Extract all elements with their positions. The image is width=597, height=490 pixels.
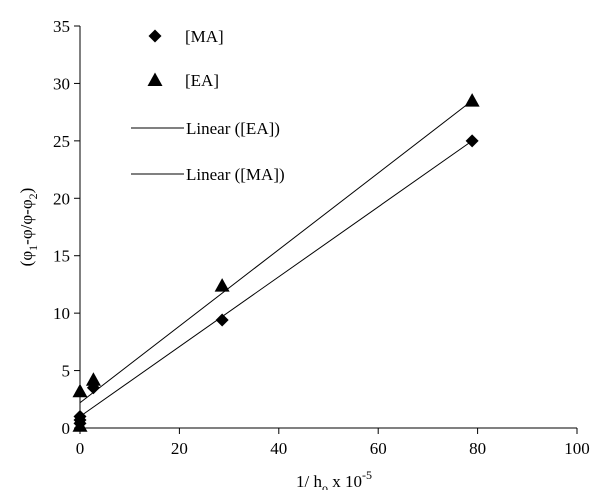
ea-point	[72, 383, 88, 398]
y-tick-label: 5	[62, 362, 71, 381]
ea-point	[214, 278, 230, 292]
legend-diamond-icon	[148, 29, 162, 43]
ma-point	[465, 134, 479, 148]
trendline-0	[79, 100, 473, 404]
legend-item-ea: [EA]	[147, 71, 219, 90]
y-tick-label: 15	[53, 247, 70, 266]
y-axis-label: (φ1-φ/φ-φ2)	[17, 188, 40, 267]
y-axis-label-p2: -φ/φ-φ	[17, 199, 36, 245]
legend-label: [MA]	[185, 27, 224, 46]
x-tick-label: 60	[370, 439, 387, 458]
x-tick-label: 40	[270, 439, 287, 458]
y-axis-label-s2: 2	[26, 193, 40, 199]
x-axis-label-sub: o	[322, 481, 328, 490]
y-axis-label-s1: 1	[26, 245, 40, 251]
trendline-1	[79, 140, 473, 417]
x-axis-label-prefix: 1/ h	[296, 472, 322, 490]
x-tick-label: 20	[171, 439, 188, 458]
y-tick-label: 0	[62, 419, 71, 438]
legend: [MA] [EA] Linear ([EA]) Linear ([MA])	[131, 27, 285, 184]
y-tick-label: 25	[53, 132, 70, 151]
x-tick-label: 100	[564, 439, 590, 458]
y-tick-label: 20	[53, 189, 70, 208]
legend-label: [EA]	[185, 71, 219, 90]
ea-point	[72, 418, 88, 432]
y-tick-label: 10	[53, 304, 70, 323]
ea-point	[85, 372, 101, 386]
x-tick-label: 80	[469, 439, 486, 458]
x-axis-label-sup: -5	[362, 468, 372, 482]
y-tick-label: 30	[53, 74, 70, 93]
ma-point	[215, 313, 229, 327]
x-tick-label: 0	[76, 439, 85, 458]
legend-label: Linear ([MA])	[186, 165, 285, 184]
legend-item-linear-ma: Linear ([MA])	[131, 165, 285, 184]
x-axis-label: 1/ ho x 10-5	[296, 468, 372, 490]
y-axis-label-p3: )	[17, 188, 36, 194]
x-axis-label-middle: x 10	[328, 472, 362, 490]
legend-item-linear-ea: Linear ([EA])	[131, 119, 280, 138]
ea-point	[464, 93, 480, 107]
y-axis-label-p1: (φ	[17, 251, 36, 267]
y-tick-label: 35	[53, 17, 70, 36]
legend-triangle-icon	[147, 72, 163, 86]
legend-item-ma: [MA]	[148, 27, 224, 46]
legend-label: Linear ([EA])	[186, 119, 280, 138]
ma-point	[73, 410, 87, 424]
